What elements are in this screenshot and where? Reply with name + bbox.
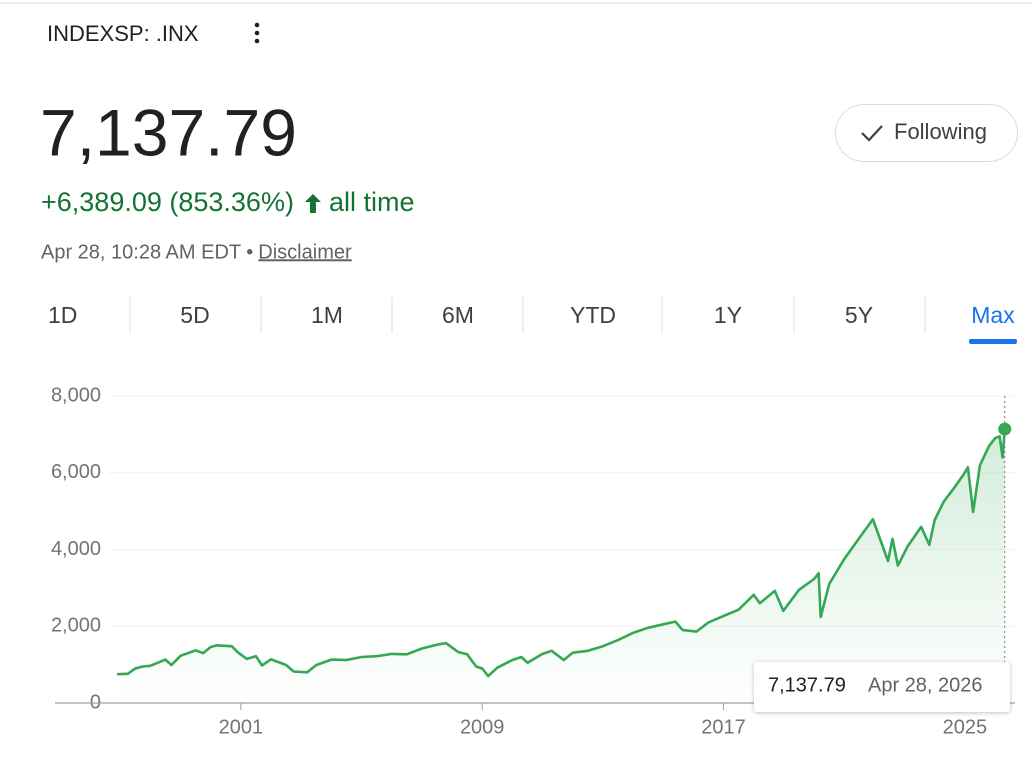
tab-label: 6M [442, 302, 474, 328]
range-tabs: 1D 5D 1M 6M YTD 1Y 5Y Max [48, 297, 1017, 344]
tab-label: Max [971, 302, 1015, 328]
y-tick-label: 6,000 [51, 461, 101, 483]
tooltip: 7,137.79 Apr 28, 2026 [754, 662, 1010, 712]
tooltip-date: Apr 28, 2026 [868, 674, 983, 696]
disclaimer-link[interactable]: Disclaimer [258, 241, 352, 263]
tab-label: 5D [180, 302, 209, 328]
tab-label: 1M [311, 302, 343, 328]
follow-button[interactable]: Following [835, 104, 1018, 162]
range-tab[interactable]: 1Y [714, 302, 742, 328]
range-tab[interactable]: 5Y [845, 302, 873, 328]
range-tab[interactable]: 1D [48, 302, 77, 328]
tab-label: 1Y [714, 302, 742, 328]
y-tick-label: 4,000 [51, 538, 101, 560]
tab-label: 5Y [845, 302, 873, 328]
x-tick-label: 2017 [701, 716, 746, 738]
area [117, 429, 1005, 703]
timestamp: Apr 28, 10:28 AM EDT • [41, 241, 253, 263]
follow-label: Following [894, 119, 987, 144]
tooltip-box [754, 662, 1010, 712]
active-tab-indicator [969, 339, 1017, 344]
menu-button[interactable] [254, 22, 260, 44]
range-tab[interactable]: 1M [311, 302, 343, 328]
range-tab[interactable]: Max [969, 302, 1017, 344]
up-arrow [304, 194, 321, 213]
tooltip-value: 7,137.79 [768, 674, 846, 696]
symbol: INDEXSP: .INX [47, 21, 199, 46]
y-tick-label: 0 [90, 691, 101, 713]
change: +6,389.09 (853.36%) [41, 187, 294, 217]
range-tab[interactable]: YTD [570, 302, 616, 328]
tab-label: YTD [570, 302, 616, 328]
y-tick-label: 2,000 [51, 615, 101, 637]
range-tab[interactable]: 6M [442, 302, 474, 328]
x-tick-label: 2009 [460, 716, 505, 738]
x-tick-label: 2001 [219, 716, 264, 738]
price-line [117, 429, 1006, 678]
tab-label: 1D [48, 302, 77, 328]
range-tab[interactable]: 5D [180, 302, 209, 328]
x-tick-label: 2025 [943, 716, 988, 738]
chart: 0 2,000 4,000 6,000 8,000 2001 2009 2017 2025 7,1… [51, 384, 1015, 738]
price: 7,137.79 [40, 95, 297, 169]
y-tick-label: 8,000 [51, 384, 101, 406]
hover-point [998, 422, 1012, 436]
period: all time [329, 187, 415, 217]
